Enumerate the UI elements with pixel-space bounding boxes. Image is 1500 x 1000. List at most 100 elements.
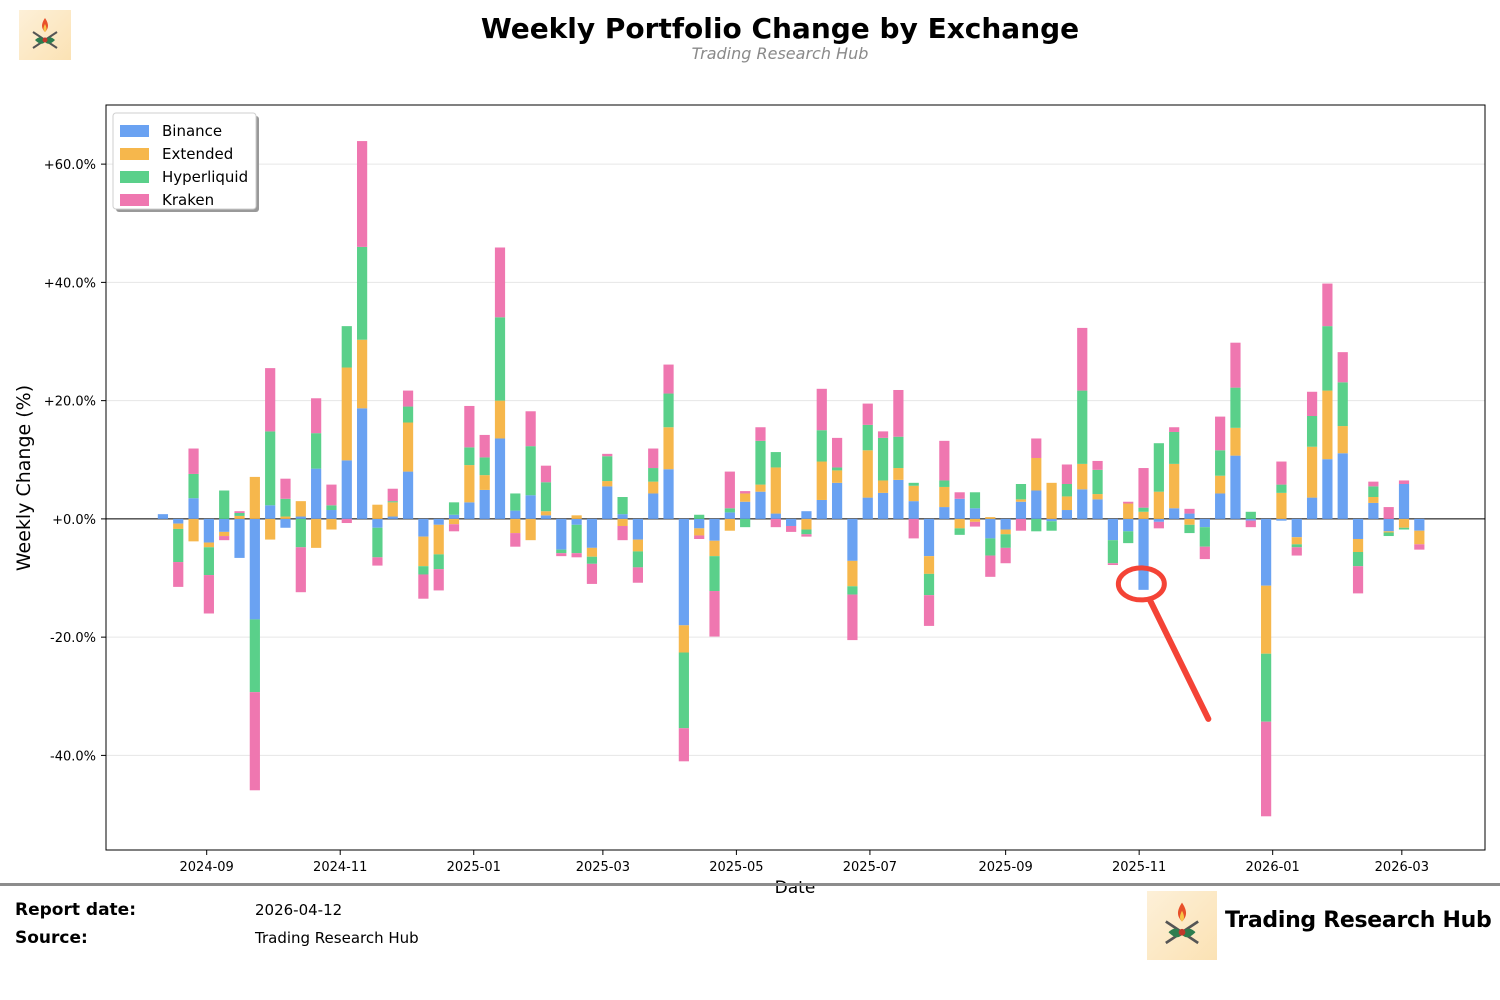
bar-binance-2024-09-09	[219, 518, 230, 532]
bar-hyperliquid-2024-09-23	[249, 619, 260, 693]
bar-kraken-2025-08-18	[969, 521, 981, 527]
bar-binance-2025-02-03	[540, 515, 552, 519]
bar-extended-2026-01-26	[1322, 390, 1333, 460]
bar-binance-2025-09-22	[1046, 518, 1057, 522]
bar-extended-2024-11-18	[372, 504, 383, 519]
bar-hyperliquid-2025-03-17	[632, 551, 643, 568]
y-axis-ticks: +60.0% +40.0% +20.0% +0.0% -20.0% -40.0%	[44, 158, 106, 764]
x-tick-label: 2025-09	[978, 860, 1032, 875]
bar-extended-2025-09-29	[1061, 496, 1073, 511]
bar-kraken-2025-07-21	[908, 518, 919, 539]
bar-kraken-2024-12-23	[448, 524, 460, 532]
y-tick-label: -40.0%	[50, 749, 96, 764]
bar-binance-2025-10-13	[1092, 499, 1103, 519]
bar-hyperliquid-2024-09-09	[219, 490, 230, 519]
bar-hyperliquid-2026-03-02	[1398, 527, 1410, 530]
bar-kraken-2025-02-10	[556, 553, 567, 557]
bar-hyperliquid-2025-01-27	[525, 446, 536, 496]
bar-extended-2025-10-06	[1077, 463, 1088, 490]
bar-kraken-2025-12-22	[1245, 520, 1256, 528]
bar-binance-2025-04-07	[678, 518, 689, 626]
bar-hyperliquid-2024-11-25	[387, 501, 398, 503]
bar-binance-2025-03-24	[648, 493, 659, 519]
bar-extended-2025-04-07	[678, 625, 689, 653]
bar-binance-2025-08-18	[969, 508, 981, 519]
bar-kraken-2024-10-14	[295, 547, 306, 593]
legend-label-hyperliquid: Hyperliquid	[162, 168, 248, 186]
bar-hyperliquid-2025-07-14	[893, 436, 904, 469]
bar-extended-2025-03-10	[617, 518, 628, 526]
bar-hyperliquid-2025-10-20	[1107, 540, 1118, 564]
bar-binance-2024-12-30	[464, 502, 475, 519]
bar-kraken-2024-10-28	[326, 484, 337, 506]
bar-hyperliquid-2025-09-08	[1015, 484, 1027, 500]
bar-binance-2025-03-10	[617, 514, 628, 519]
bar-extended-2025-01-13	[494, 400, 506, 439]
bar-hyperliquid-2024-08-26	[188, 473, 199, 499]
y-tick-label: +60.0%	[44, 158, 96, 173]
bar-kraken-2025-02-17	[571, 553, 582, 558]
bar-kraken-2025-01-20	[510, 533, 521, 547]
bar-extended-2025-07-14	[893, 468, 904, 480]
bar-binance-2025-03-17	[632, 518, 643, 540]
bar-binance-2024-10-14	[295, 516, 306, 519]
legend-label-kraken: Kraken	[162, 191, 214, 209]
bar-kraken-2025-08-25	[985, 555, 996, 577]
bar-kraken-2024-08-26	[188, 448, 199, 474]
bar-extended-2025-04-28	[724, 518, 735, 531]
bar-hyperliquid-2024-11-04	[341, 326, 352, 368]
bar-binance-2025-08-04	[939, 507, 950, 519]
bar-binance-2025-08-11	[954, 498, 965, 519]
bar-kraken-2026-02-09	[1352, 566, 1364, 594]
bar-kraken-2025-03-03	[602, 453, 613, 457]
bar-binance-2025-06-02	[801, 511, 812, 519]
bar-kraken-2024-10-21	[311, 398, 322, 434]
bar-extended-2026-02-09	[1352, 538, 1364, 552]
bar-extended-2025-11-10	[1153, 491, 1164, 519]
bar-binance-2024-12-23	[448, 514, 460, 519]
bar-kraken-2025-04-21	[709, 591, 720, 637]
bar-binance-2025-12-01	[1199, 518, 1210, 528]
bar-extended-2024-11-25	[387, 502, 398, 517]
bar-hyperliquid-2025-12-08	[1215, 450, 1226, 476]
bar-extended-2025-07-21	[908, 485, 919, 502]
bar-hyperliquid-2025-08-18	[969, 492, 981, 509]
bar-hyperliquid-2025-02-24	[586, 556, 598, 564]
bar-kraken-2024-12-09	[418, 574, 429, 599]
bar-binance-2025-08-25	[985, 518, 996, 539]
bar-hyperliquid-2025-12-22	[1245, 511, 1256, 519]
bar-extended-2025-05-05	[740, 493, 751, 502]
x-tick-label: 2024-09	[180, 860, 234, 875]
bar-kraken-2025-09-15	[1031, 438, 1042, 458]
report-date-value: 2026-04-12	[255, 901, 343, 919]
page-subtitle: Trading Research Hub	[691, 44, 869, 63]
bar-extended-2025-07-28	[923, 556, 935, 574]
bar-binance-2025-07-21	[908, 501, 919, 519]
bar-hyperliquid-2024-09-30	[265, 431, 276, 506]
bar-kraken-2025-04-28	[724, 471, 735, 509]
x-tick-label: 2026-01	[1246, 860, 1300, 875]
bar-extended-2025-12-08	[1215, 475, 1226, 494]
bar-binance-2024-11-11	[357, 408, 368, 519]
y-axis-label: Weekly Change (%)	[13, 385, 35, 571]
bar-kraken-2025-07-14	[893, 389, 904, 437]
bar-kraken-2025-04-14	[694, 535, 705, 539]
bar-kraken-2025-10-13	[1092, 460, 1103, 470]
bar-hyperliquid-2026-01-12	[1291, 544, 1302, 548]
bar-hyperliquid-2025-09-01	[1000, 534, 1011, 548]
bar-binance-2025-12-15	[1230, 455, 1241, 519]
bar-binance-2025-09-29	[1061, 510, 1073, 519]
bar-kraken-2024-11-18	[372, 557, 383, 566]
bar-series	[157, 141, 1425, 817]
bar-kraken-2025-08-11	[954, 492, 965, 499]
bar-binance-2024-11-04	[341, 460, 352, 519]
x-tick-label: 2026-03	[1375, 860, 1429, 875]
bar-binance-2026-02-23	[1383, 518, 1394, 532]
bar-hyperliquid-2024-12-16	[433, 554, 444, 570]
bar-hyperliquid-2025-07-21	[908, 482, 919, 486]
bar-kraken-2025-02-03	[540, 465, 552, 483]
bar-binance-2025-01-27	[525, 495, 536, 519]
bar-kraken-2026-02-02	[1337, 352, 1348, 383]
bar-hyperliquid-2024-11-18	[372, 527, 383, 558]
bar-hyperliquid-2026-01-19	[1306, 416, 1318, 447]
